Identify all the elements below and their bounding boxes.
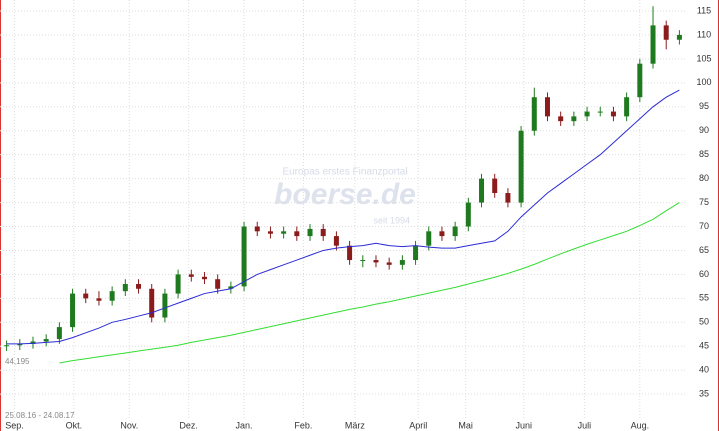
x-tick-label: Nov. xyxy=(120,420,138,430)
y-tick-label: 115 xyxy=(697,5,711,15)
date-range: 25.08.16 - 24.08.17 xyxy=(5,411,75,420)
y-tick-label: 95 xyxy=(699,101,709,111)
watermark-tagline: Europas erstes Finanzportal xyxy=(282,167,407,178)
x-tick-label: Juni xyxy=(515,420,532,430)
watermark-since: seit 1994 xyxy=(373,215,410,225)
candle-body xyxy=(584,111,590,117)
candle-body xyxy=(228,286,234,289)
candle-body xyxy=(188,274,194,277)
candle-body xyxy=(479,178,485,203)
candle-body xyxy=(254,226,260,232)
x-tick-label: Feb. xyxy=(294,420,312,430)
x-tick-label: Aug. xyxy=(631,420,650,430)
y-tick-label: 100 xyxy=(696,77,711,87)
candle-body xyxy=(83,293,89,299)
x-tick-label: Jan. xyxy=(236,420,253,430)
x-tick-label: April xyxy=(409,420,427,430)
candle-body xyxy=(571,116,577,122)
y-tick-label: 45 xyxy=(699,341,709,351)
candle-body xyxy=(56,327,62,340)
candle-body xyxy=(109,291,115,301)
moving-average xyxy=(59,202,680,364)
candle-body xyxy=(175,274,181,294)
y-tick-label: 40 xyxy=(699,365,709,375)
candle-body xyxy=(544,97,550,117)
candle-body xyxy=(413,245,419,261)
candle-body xyxy=(452,226,458,237)
candle-body xyxy=(267,231,273,234)
candle-body xyxy=(492,178,498,193)
x-tick-label: Mai xyxy=(458,420,473,430)
candle-body xyxy=(465,202,471,227)
x-tick-label: Juli xyxy=(578,420,592,430)
candle-body xyxy=(333,236,339,246)
candle-body xyxy=(136,283,142,289)
candle-body xyxy=(360,260,366,262)
candle-body xyxy=(518,130,524,203)
x-tick-label: Dez. xyxy=(179,420,198,430)
candle-body xyxy=(373,260,379,263)
candle-body xyxy=(505,192,511,203)
y-tick-label: 85 xyxy=(699,149,709,159)
y-tick-label: 35 xyxy=(699,389,709,399)
x-tick-label: Okt. xyxy=(66,420,83,430)
x-tick-label: Sep. xyxy=(5,420,24,430)
candle-body xyxy=(426,231,432,246)
y-tick-label: 90 xyxy=(699,125,709,135)
candle-body xyxy=(531,97,537,131)
candle-body xyxy=(281,231,287,234)
y-tick-label: 55 xyxy=(699,293,709,303)
candle-body xyxy=(676,34,682,40)
candle-body xyxy=(439,231,445,237)
candle-body xyxy=(597,111,603,113)
y-tick-label: 70 xyxy=(699,221,709,231)
candle-body xyxy=(162,293,168,318)
candle-body xyxy=(663,25,669,40)
x-tick-label: März xyxy=(345,420,365,430)
candle-body xyxy=(149,288,155,318)
y-tick-label: 65 xyxy=(699,245,709,255)
candle-body xyxy=(294,231,300,237)
candle-body xyxy=(70,293,76,328)
candle-body xyxy=(307,228,313,237)
moving-average xyxy=(6,89,680,345)
candle-body xyxy=(4,345,10,347)
candle-body xyxy=(215,279,221,289)
watermark-brand: boerse.de xyxy=(274,178,416,211)
candle-body xyxy=(122,283,128,292)
candle-body xyxy=(610,111,616,117)
candle-body xyxy=(320,228,326,237)
candle-body xyxy=(624,97,630,117)
candle-body xyxy=(96,298,102,301)
y-tick-label: 110 xyxy=(697,29,711,39)
candle-body xyxy=(241,226,247,287)
candle-body xyxy=(558,116,564,122)
y-tick-label: 105 xyxy=(696,53,711,63)
candle-body xyxy=(43,339,49,342)
start-value-label: 44,195 xyxy=(5,357,30,366)
candle-body xyxy=(201,276,207,280)
candle-body xyxy=(30,341,36,344)
candle-body xyxy=(637,63,643,98)
candle-body xyxy=(650,25,656,64)
candle-body xyxy=(347,245,353,261)
candle-body xyxy=(17,343,23,346)
y-tick-label: 60 xyxy=(699,269,709,279)
candle-body xyxy=(386,262,392,265)
y-tick-label: 75 xyxy=(699,197,709,207)
y-tick-label: 50 xyxy=(699,317,709,327)
y-tick-label: 80 xyxy=(699,173,709,183)
candle-body xyxy=(399,260,405,265)
